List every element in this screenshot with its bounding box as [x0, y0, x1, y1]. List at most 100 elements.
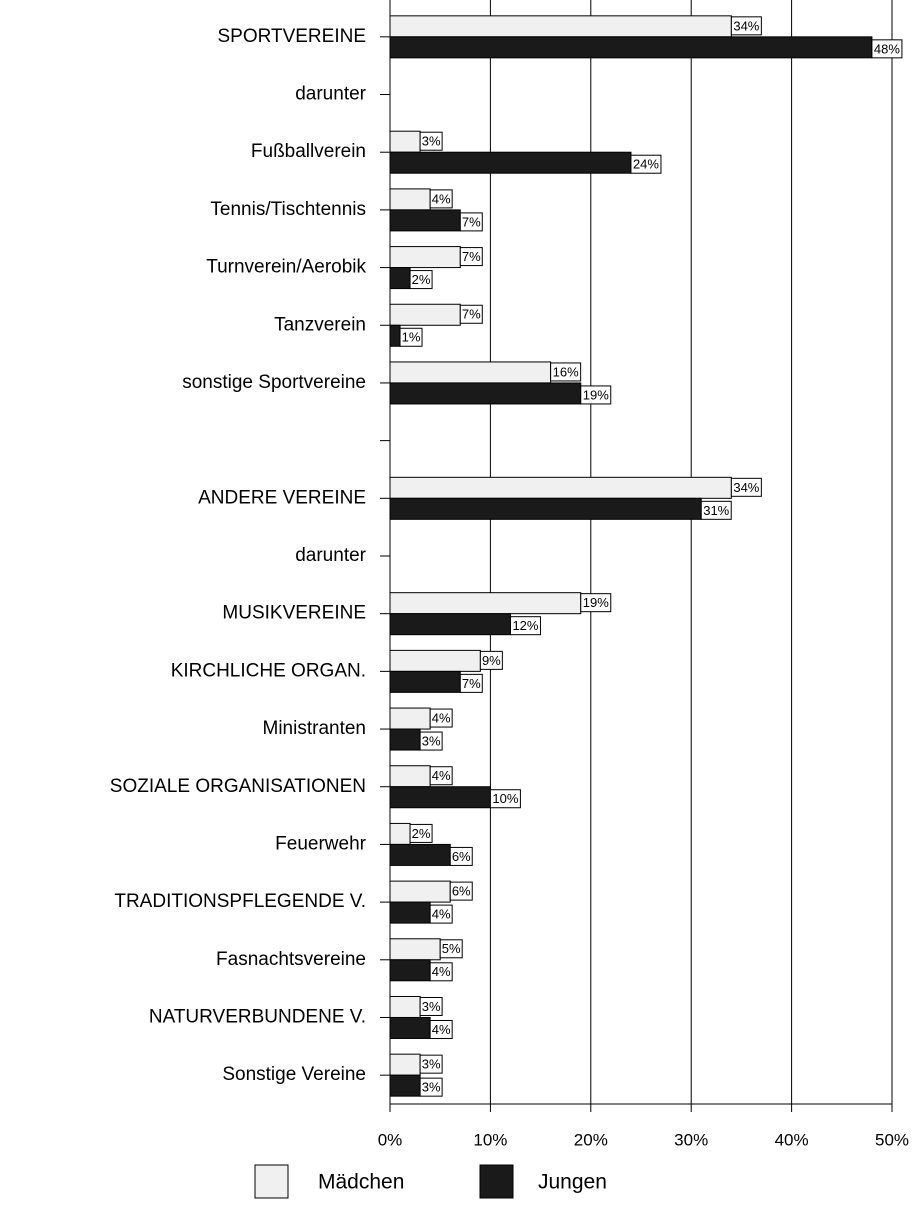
- bar: [389, 880, 451, 903]
- value-label: 48%: [874, 41, 900, 56]
- y-tick-label: Tennis/Tischtennis: [210, 199, 366, 220]
- y-tick-label: Tanzverein: [274, 314, 366, 335]
- value-label: 6%: [452, 884, 471, 899]
- value-label: 19%: [583, 595, 609, 610]
- value-label: 4%: [432, 1022, 451, 1037]
- y-tick-label: darunter: [295, 545, 366, 566]
- value-label-box: [700, 500, 732, 520]
- y-tick-label: Ministranten: [263, 718, 367, 739]
- y-tick-label: Fußballverein: [251, 141, 366, 162]
- value-label-box: [489, 789, 521, 809]
- bar: [389, 843, 451, 866]
- value-label: 34%: [733, 480, 759, 495]
- bar: [389, 1053, 421, 1076]
- value-label-box: [429, 904, 453, 924]
- bar: [389, 497, 702, 520]
- value-label: 7%: [462, 214, 481, 229]
- x-tick-label: 40%: [775, 1130, 809, 1149]
- y-tick-label: MUSIKVEREINE: [222, 603, 366, 624]
- y-tick-label: SPORTVEREINE: [217, 26, 366, 47]
- x-tick-label: 20%: [574, 1130, 608, 1149]
- value-label: 34%: [733, 18, 759, 33]
- value-label-box: [550, 362, 582, 382]
- value-label: 4%: [432, 191, 451, 206]
- bar: [389, 670, 461, 693]
- value-label: 7%: [462, 249, 481, 264]
- x-tick-label: 30%: [674, 1130, 708, 1149]
- value-label: 7%: [462, 307, 481, 322]
- legend-swatch: [254, 1164, 289, 1199]
- value-label-box: [419, 996, 443, 1016]
- bar: [389, 822, 411, 845]
- bar: [389, 15, 732, 38]
- value-label-box: [630, 154, 662, 174]
- y-tick-label: NATURVERBUNDENE V.: [149, 1006, 366, 1027]
- value-label: 16%: [553, 364, 579, 379]
- y-tick-label: darunter: [295, 84, 366, 105]
- value-label: 19%: [583, 387, 609, 402]
- value-label-box: [479, 650, 503, 670]
- bar: [389, 324, 401, 347]
- value-label: 3%: [422, 1080, 441, 1095]
- value-label: 3%: [422, 1057, 441, 1072]
- value-label: 2%: [412, 272, 431, 287]
- value-label-box: [419, 1077, 443, 1097]
- value-label-box: [449, 881, 473, 901]
- y-tick-label: Sonstige Vereine: [222, 1064, 366, 1085]
- value-label: 3%: [422, 134, 441, 149]
- y-tick-label: ANDERE VEREINE: [198, 487, 366, 508]
- value-label-box: [429, 1019, 453, 1039]
- value-label-box: [459, 304, 483, 324]
- value-label-box: [419, 131, 443, 151]
- bar: [389, 649, 481, 672]
- bar: [389, 613, 511, 636]
- value-label-box: [580, 385, 612, 405]
- bar: [389, 246, 461, 269]
- value-label-box: [871, 39, 903, 59]
- value-label: 3%: [422, 999, 441, 1014]
- value-label-box: [449, 846, 473, 866]
- y-tick-label: Turnverein/Aerobik: [206, 257, 366, 278]
- value-label-box: [419, 731, 443, 751]
- x-tick-label: 0%: [378, 1130, 403, 1149]
- value-label-box: [459, 212, 483, 232]
- bar: [389, 361, 552, 384]
- value-label: 9%: [482, 653, 501, 668]
- y-tick-label: TRADITIONSPFLEGENDE V.: [114, 891, 366, 912]
- bar: [389, 476, 732, 499]
- value-label: 6%: [452, 849, 471, 864]
- bar: [389, 995, 421, 1018]
- bar: [389, 728, 421, 751]
- y-tick-label: sonstige Sportvereine: [182, 372, 366, 393]
- value-label-box: [409, 270, 433, 290]
- y-tick-label: KIRCHLICHE ORGAN.: [171, 660, 366, 681]
- bar: [389, 188, 431, 211]
- bar: [389, 382, 582, 405]
- x-tick-label: 50%: [875, 1130, 909, 1149]
- bar: [389, 1074, 421, 1097]
- y-tick-label: Feuerwehr: [275, 833, 366, 854]
- bar: [389, 707, 431, 730]
- x-tick-label: 10%: [473, 1130, 507, 1149]
- value-label-box: [429, 766, 453, 786]
- bar: [389, 901, 431, 924]
- legend-label: Mädchen: [318, 1171, 404, 1194]
- value-label-box: [399, 327, 423, 347]
- value-label: 2%: [412, 826, 431, 841]
- value-label-box: [439, 939, 463, 959]
- bar: [389, 267, 411, 290]
- bar: [389, 209, 461, 232]
- value-label: 5%: [442, 941, 461, 956]
- bar: [389, 130, 421, 153]
- value-label: 4%: [432, 768, 451, 783]
- value-label-box: [429, 708, 453, 728]
- bar: [389, 303, 461, 326]
- bar: [389, 938, 441, 961]
- value-label: 4%: [432, 907, 451, 922]
- bar: [389, 1016, 431, 1039]
- bar: [389, 36, 873, 59]
- value-label: 24%: [633, 157, 659, 172]
- value-label: 4%: [432, 964, 451, 979]
- bar: [389, 592, 582, 615]
